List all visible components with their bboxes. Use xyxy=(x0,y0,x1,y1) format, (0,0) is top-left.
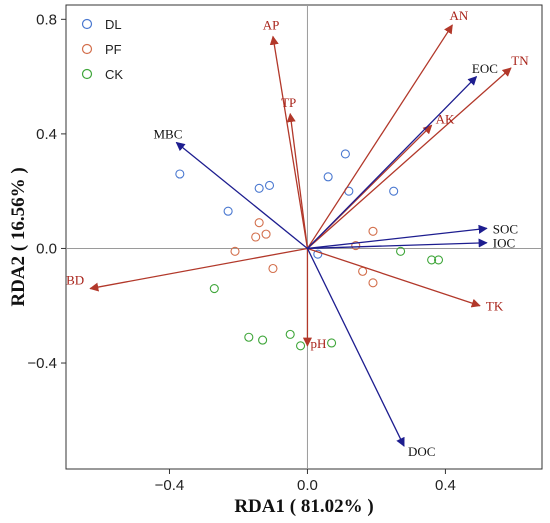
point-ck xyxy=(285,329,295,339)
legend-marker-dl xyxy=(81,18,93,30)
point-pf xyxy=(351,241,361,251)
vector-tk xyxy=(307,247,481,308)
vector-label-ph: pH xyxy=(310,336,326,351)
point-pf xyxy=(230,246,240,256)
legend: DL PF CK xyxy=(81,17,123,82)
vector-label-doc: DOC xyxy=(408,444,435,459)
y-tick-label: −0.4 xyxy=(27,355,57,372)
y-tick-label: 0.8 xyxy=(36,11,57,28)
point-pf xyxy=(368,278,378,288)
y-axis-title: RDA2 ( 16.56% ) xyxy=(8,167,29,306)
vector-label-tn: TN xyxy=(511,53,529,68)
vector-tp xyxy=(286,112,309,249)
point-pf xyxy=(251,232,261,242)
legend-label-ck: CK xyxy=(105,67,123,82)
point-dl xyxy=(323,172,333,182)
legend-marker-pf xyxy=(81,43,93,55)
vector-ap xyxy=(269,35,309,249)
y-tick-label: 0.4 xyxy=(36,126,57,143)
vector-label-ap: AP xyxy=(263,18,280,33)
vector-label-mbc: MBC xyxy=(153,126,182,141)
point-dl xyxy=(313,249,323,259)
point-ck xyxy=(433,255,444,265)
point-dl xyxy=(264,180,275,190)
point-pf xyxy=(261,229,271,239)
axis-ticks: −0.4 0.0 0.4 0.8 0.4 0.0 −0.4 xyxy=(27,11,455,494)
x-tick-label: 0.0 xyxy=(297,477,318,494)
vector-label-bd: BD xyxy=(66,273,84,288)
legend-label-dl: DL xyxy=(105,17,122,32)
point-ck xyxy=(209,284,219,294)
vector-label-ioc: IOC xyxy=(493,236,515,251)
point-dl xyxy=(175,169,185,179)
plot-frame xyxy=(65,4,543,470)
x-tick-label: 0.4 xyxy=(435,477,456,494)
point-ck xyxy=(396,246,406,256)
point-ck xyxy=(244,332,254,342)
y-tick-label: 0.0 xyxy=(36,240,57,257)
point-dl xyxy=(223,206,233,216)
point-ck xyxy=(258,335,268,345)
point-ck xyxy=(427,255,437,265)
legend-label-pf: PF xyxy=(105,42,122,57)
point-pf xyxy=(268,263,278,274)
vector-label-an: AN xyxy=(449,8,468,23)
point-pf xyxy=(254,218,264,228)
point-pf xyxy=(368,226,378,236)
vector-tn xyxy=(307,67,512,249)
point-dl xyxy=(340,149,350,159)
vector-bd xyxy=(89,247,308,292)
vector-label-tk: TK xyxy=(486,299,504,314)
vector-label-soc: SOC xyxy=(493,221,518,236)
vector-label-ak: AK xyxy=(436,111,455,126)
legend-marker-ck xyxy=(81,68,93,80)
vector-label-eoc: EOC xyxy=(472,61,498,76)
x-tick-label: −0.4 xyxy=(155,477,185,494)
x-axis-title: RDA1 ( 81.02% ) xyxy=(234,496,373,517)
vector-ioc xyxy=(307,238,488,250)
vector-label-tp: TP xyxy=(281,95,296,110)
vector-eoc xyxy=(306,75,478,249)
point-dl xyxy=(389,186,399,196)
point-dl xyxy=(254,183,264,193)
vector-soc xyxy=(307,224,488,250)
vector-an xyxy=(306,24,453,249)
vector-doc xyxy=(306,248,405,447)
vector-mbc xyxy=(175,141,308,249)
point-ck xyxy=(327,338,337,348)
